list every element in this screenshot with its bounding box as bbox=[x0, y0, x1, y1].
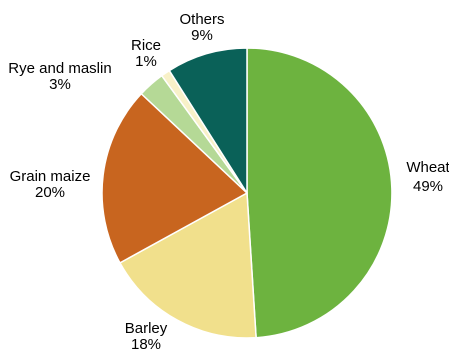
pie-slices bbox=[101, 47, 393, 339]
slice-grain-maize bbox=[101, 92, 248, 264]
slice-others bbox=[168, 47, 248, 194]
slice-barley bbox=[119, 192, 257, 339]
slice-wheat bbox=[246, 47, 393, 339]
slice-label-barley: Barley bbox=[125, 320, 168, 337]
slice-value-barley: 18% bbox=[131, 336, 161, 351]
slice-label-wheat: Wheat bbox=[406, 159, 449, 176]
slice-label-others: Others bbox=[179, 11, 224, 28]
slice-label-rye-and-maslin: Rye and maslin bbox=[8, 60, 111, 77]
slice-value-wheat: 49% bbox=[413, 178, 443, 195]
slice-value-rice: 1% bbox=[135, 53, 157, 70]
slice-label-grain-maize: Grain maize bbox=[10, 168, 91, 185]
slice-value-rye-and-maslin: 3% bbox=[49, 76, 71, 93]
slice-value-others: 9% bbox=[191, 27, 213, 44]
slice-value-grain-maize: 20% bbox=[35, 184, 65, 201]
slice-label-rice: Rice bbox=[131, 37, 161, 54]
